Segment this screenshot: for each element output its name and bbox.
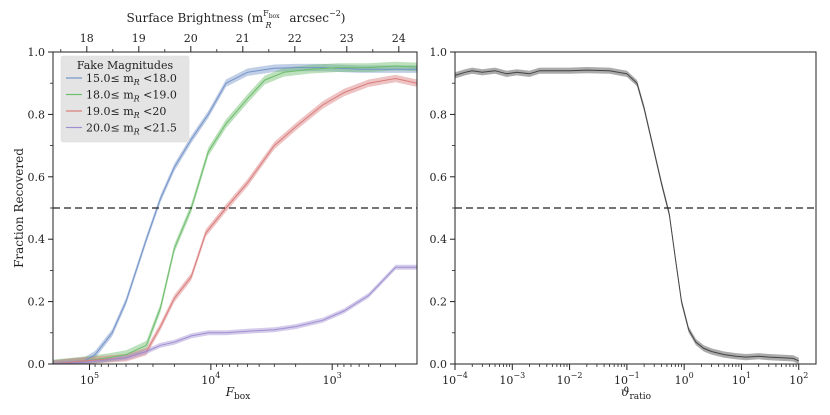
legend-label-3: 20.0≤ mR <21.5: [86, 122, 177, 137]
left-top-ticks: 18 19 20 21 22 23 24: [60, 32, 406, 52]
left-top-tick-label: 22: [288, 32, 302, 45]
left-x-ticks: 105 104 103: [80, 364, 397, 387]
left-top-tick-label: 21: [236, 32, 250, 45]
left-series-3-band: [53, 264, 417, 364]
right-series-0-line: [454, 69, 800, 362]
left-y-tick-label: 0.8: [28, 108, 46, 121]
right-y-tick-label: 1.0: [430, 46, 448, 59]
left-y-tick-label: 0.4: [28, 233, 46, 246]
right-x-axis-label: ϑratio: [621, 385, 651, 402]
left-y-tick-label: 0.0: [28, 358, 46, 371]
right-chart: 10−4 10−3 10−2 10−1 100 101 102 0.00.20.40.60.…: [430, 46, 817, 402]
right-series-bands: [455, 67, 799, 364]
right-y-tick-label: 0.2: [430, 296, 448, 309]
left-series-lines: [52, 65, 418, 365]
right-x-tick-label: 102: [789, 371, 808, 387]
left-top-tick-label: 18: [80, 32, 94, 45]
right-x-tick-label: 10−4: [442, 371, 468, 387]
right-y-tick-label: 0.6: [430, 171, 448, 184]
legend-items: 15.0≤ mR <18.0 18.0≤ mR <19.019.0≤ mR <20…: [66, 72, 177, 137]
right-x-ticks: 10−4 10−3 10−2 10−1 100 101 102: [442, 364, 808, 387]
legend-box: [60, 55, 190, 143]
legend-title: Fake Magnitudes: [77, 59, 174, 72]
right-y-tick-label: 0.4: [430, 233, 448, 246]
legend-label-2: 19.0≤ mR <20: [86, 105, 166, 120]
right-y-ticks: 0.0 0.2 0.4 0.6 0.8 1.0: [430, 46, 455, 371]
left-x-tick-label: 105: [80, 371, 99, 387]
left-top-tick-label: 24: [392, 32, 406, 45]
left-y-tick-label: 0.2: [28, 296, 46, 309]
left-top-tick-label: 20: [184, 32, 198, 45]
legend-label-0: 15.0≤ mR <18.0: [86, 72, 177, 87]
left-top-tick-label: 23: [340, 32, 354, 45]
right-x-tick-label: 10−1: [614, 371, 640, 387]
legend: Fake Magnitudes 15.0≤ mR <18.0 18.0≤ mR <…: [60, 55, 190, 143]
left-series-3-line: [52, 266, 417, 365]
left-x-axis-label: Fbox: [225, 385, 251, 402]
right-x-tick-label: 100: [675, 371, 694, 387]
left-series-0-line: [52, 67, 417, 365]
left-y-tick-label: 0.6: [28, 171, 46, 184]
legend-label-1: 18.0≤ mR <19.0: [86, 89, 177, 104]
left-y-tick-label: 1.0: [28, 46, 46, 59]
left-y-ticks: 0.0 0.2 0.4 0.6 0.8 1.0: [28, 46, 53, 371]
right-y-tick-label: 0.0: [430, 358, 448, 371]
left-x-tick-label: 104: [201, 371, 220, 387]
right-x-tick-label: 10−2: [557, 371, 583, 387]
right-x-tick-label: 10−3: [499, 371, 525, 387]
right-y-tick-label: 0.8: [430, 108, 448, 121]
left-x-tick-label: 103: [323, 371, 342, 387]
left-chart: 105 104 103 18 19 20 21 22 23 24 0.0 0.2 0.4 0.6 0.8…: [12, 9, 418, 402]
left-series-1-line: [52, 65, 418, 365]
right-x-tick-label: 101: [732, 371, 751, 387]
left-top-tick-label: 19: [132, 32, 146, 45]
right-series-0-band: [455, 67, 799, 364]
right-series-lines: [454, 69, 800, 362]
left-y-axis-label: Fraction Recovered: [12, 148, 26, 268]
left-top-axis-label: Surface Brightness (mFbox R arcsec−2): [127, 9, 346, 30]
